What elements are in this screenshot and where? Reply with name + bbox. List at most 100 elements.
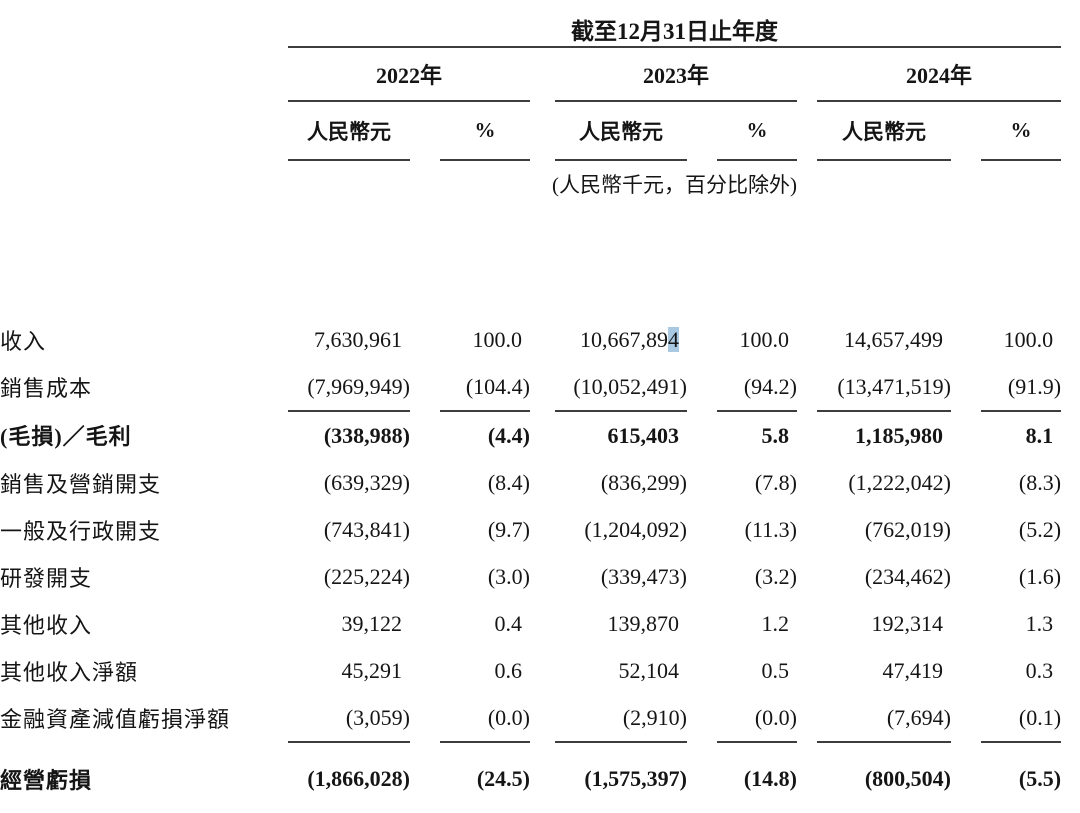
percent-cell: (91.9) xyxy=(981,363,1062,412)
amount-cell: 47,419 xyxy=(882,657,944,683)
percent-cell: 5.8 xyxy=(761,422,790,448)
amount-cell: (1,575,397) xyxy=(584,766,687,791)
column-gap xyxy=(687,647,717,694)
amount-cell: (800,504) xyxy=(864,766,951,791)
amount-cell: (339,473) xyxy=(600,563,687,589)
blank-spacer xyxy=(0,206,1080,316)
percent-cell: (8.4) xyxy=(487,469,530,495)
column-gap xyxy=(410,694,440,742)
title-row-margin xyxy=(1061,0,1080,47)
column-gap xyxy=(797,694,817,742)
percent-cell: (7.8) xyxy=(754,469,797,495)
column-gap xyxy=(410,363,440,411)
percent-cell: (0.0) xyxy=(717,694,797,743)
column-gap xyxy=(1061,411,1080,459)
column-gap xyxy=(687,506,717,553)
column-gap xyxy=(530,411,555,459)
table-row: 研發開支 (225,224) (3.0) (339,473) (3.2) (234,462… xyxy=(0,553,1080,600)
amount-cell: (7,969,949) xyxy=(288,363,410,412)
percent-header-2022: % xyxy=(440,101,530,161)
percent-cell: (3.0) xyxy=(487,563,530,589)
amount-cell: 14,657,499 xyxy=(844,326,943,352)
column-gap xyxy=(410,647,440,694)
column-gap xyxy=(951,506,981,553)
percent-cell: 100.0 xyxy=(472,326,523,352)
column-gap xyxy=(410,506,440,553)
column-gap xyxy=(410,553,440,600)
table-title-row: 截至12月31日止年度 xyxy=(0,0,1080,48)
percent-cell: (14.8) xyxy=(743,766,797,791)
year-header-row: 2022年 2023年 2024年 xyxy=(0,47,1080,102)
column-gap xyxy=(951,363,981,411)
row-label: 收入 xyxy=(0,328,47,354)
column-gap xyxy=(410,459,440,506)
row-label: 經營虧損 xyxy=(0,767,93,793)
title-row-label-spacer xyxy=(0,0,288,47)
currency-header-2022: 人民幣元 xyxy=(288,101,410,161)
amount-cell: 7,630,961 xyxy=(314,326,402,352)
row-label: 其他收入 xyxy=(0,612,93,638)
amount-cell: 1,185,980 xyxy=(855,422,943,448)
percent-cell: 0.4 xyxy=(494,610,523,636)
amount-cell: 10,667,894 xyxy=(580,326,679,352)
column-gap xyxy=(1061,647,1080,694)
column-gap xyxy=(1061,742,1080,807)
percent-cell: (5.2) xyxy=(1018,516,1062,542)
amount-cell: (639,329) xyxy=(323,469,410,495)
column-gap xyxy=(687,363,717,411)
column-gap xyxy=(687,694,717,742)
column-gap xyxy=(687,742,717,807)
column-gap xyxy=(797,506,817,553)
percent-cell: (8.3) xyxy=(1018,469,1062,495)
row-label: 一般及行政開支 xyxy=(0,518,162,544)
column-gap xyxy=(951,316,981,363)
percent-cell: (0.1) xyxy=(981,694,1062,743)
column-gap xyxy=(530,363,555,411)
column-gap xyxy=(530,742,555,807)
table-row: 收入 7,630,961 100.0 10,667,894 100.0 14,657,49… xyxy=(0,316,1080,363)
percent-cell: 0.5 xyxy=(761,657,790,683)
amount-cell: (1,204,092) xyxy=(584,516,687,542)
column-gap xyxy=(687,553,717,600)
amount-cell: (1,222,042) xyxy=(848,469,951,495)
table-row: 銷售及營銷開支 (639,329) (8.4) (836,299) (7.8) (1,22… xyxy=(0,459,1080,506)
column-gap xyxy=(530,459,555,506)
percent-cell: 0.3 xyxy=(1025,657,1054,683)
percent-cell: (5.5) xyxy=(1018,766,1062,791)
row-label: 金融資產減值虧損淨額 xyxy=(0,707,231,732)
unit-note-row: (人民幣千元，百分比除外) xyxy=(0,160,1080,206)
blank-spacer-row xyxy=(0,206,1080,316)
text-selection-highlight: 4 xyxy=(668,326,679,352)
amount-cell: (13,471,519) xyxy=(817,363,951,412)
column-gap xyxy=(797,742,817,807)
row-label: (毛損)／毛利 xyxy=(0,424,132,449)
year-row-margin xyxy=(1061,47,1080,101)
column-gap xyxy=(687,316,717,363)
column-gap xyxy=(797,647,817,694)
subheader-label-spacer xyxy=(0,101,288,160)
column-gap xyxy=(797,363,817,411)
column-gap xyxy=(797,553,817,600)
currency-header-2024: 人民幣元 xyxy=(817,101,951,161)
percent-cell: (94.2) xyxy=(717,363,797,412)
table-row: 其他收入淨額 45,291 0.6 52,104 0.5 47,419 0.3 xyxy=(0,647,1080,694)
percent-cell: (104.4) xyxy=(440,363,530,412)
column-gap xyxy=(530,101,555,160)
column-gap xyxy=(530,316,555,363)
column-gap xyxy=(530,600,555,647)
amount-cell: 52,104 xyxy=(618,657,680,683)
year-header-2024: 2024年 xyxy=(817,47,1062,102)
amount-cell: (7,694) xyxy=(817,694,951,743)
amount-cell: 39,122 xyxy=(341,610,403,636)
amount-cell: (836,299) xyxy=(600,469,687,495)
percent-cell: 1.3 xyxy=(1025,610,1054,636)
amount-cell: (338,988) xyxy=(323,422,410,448)
column-gap xyxy=(687,459,717,506)
column-gap xyxy=(797,411,817,459)
percent-cell: (11.3) xyxy=(744,516,797,542)
row-label: 研發開支 xyxy=(0,565,93,591)
column-gap xyxy=(687,101,717,160)
table-row: 一般及行政開支 (743,841) (9.7) (1,204,092) (11.3) (7… xyxy=(0,506,1080,553)
